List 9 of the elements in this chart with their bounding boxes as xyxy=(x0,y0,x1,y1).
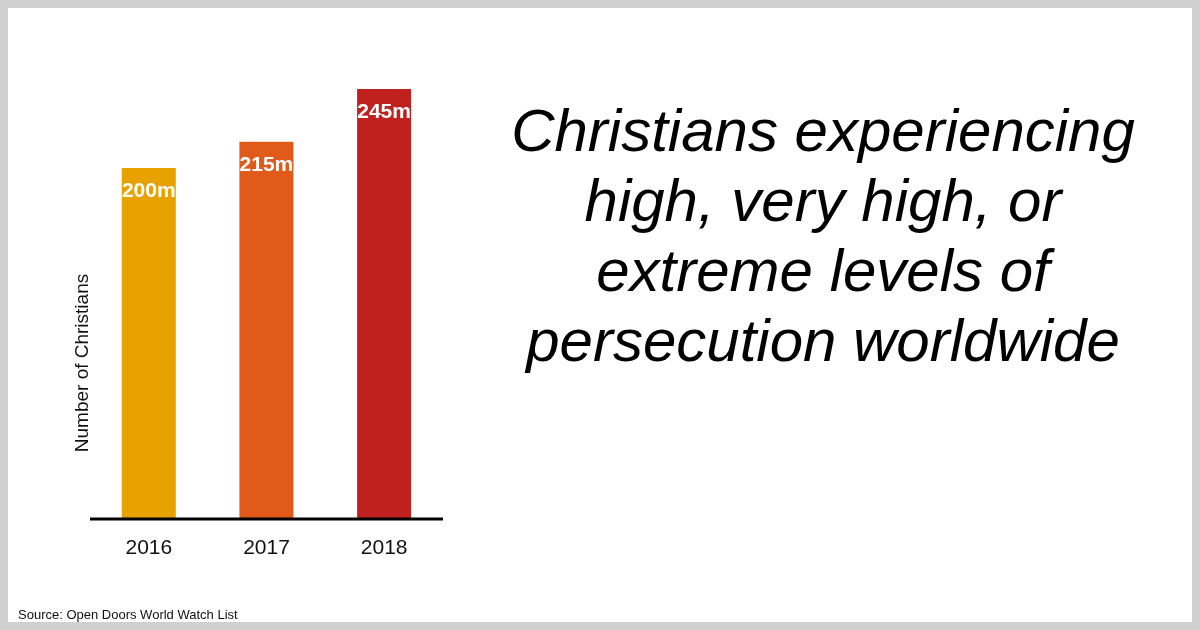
source-note: Source: Open Doors World Watch List xyxy=(18,607,238,622)
x-tick-label: 2017 xyxy=(243,534,290,558)
x-tick-label: 2016 xyxy=(125,534,173,558)
text: Christians experiencing high, very high, or extreme levels of persecution worldwide xyxy=(510,96,1136,376)
data-label: 245m xyxy=(357,98,411,122)
data-label: 215m xyxy=(239,151,294,175)
x-tick-label: 2018 xyxy=(360,534,408,558)
data-label: 200m xyxy=(121,177,176,201)
y-axis-title: Number of Christians xyxy=(71,273,93,453)
